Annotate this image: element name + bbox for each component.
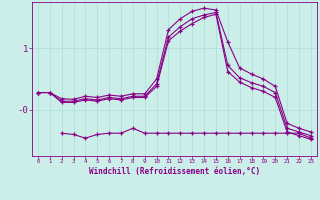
X-axis label: Windchill (Refroidissement éolien,°C): Windchill (Refroidissement éolien,°C) [89,167,260,176]
